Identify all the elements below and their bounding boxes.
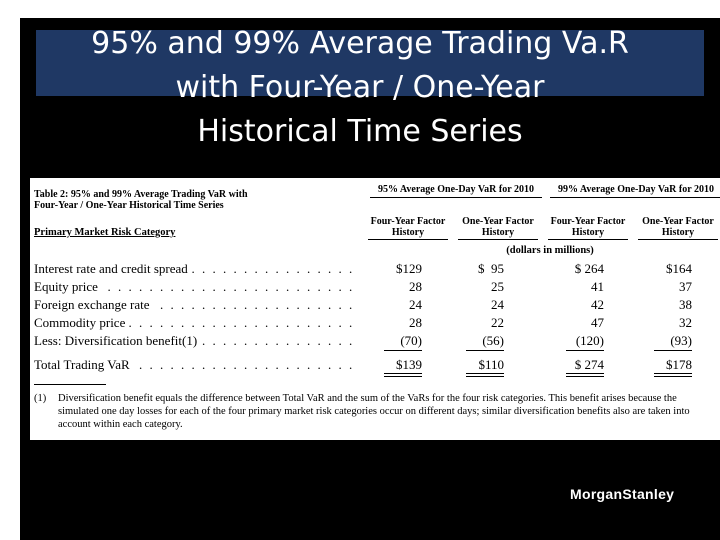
value-cell: 25 xyxy=(491,279,504,294)
total-double-rule xyxy=(384,373,422,377)
row-label-text: Commodity price xyxy=(34,315,130,330)
row-label: Less: Diversification benefit(1) xyxy=(34,332,364,350)
slide-title-line-1: 95% and 99% Average Trading Va.R xyxy=(91,26,629,61)
morgan-stanley-logo: MorganStanley xyxy=(570,486,675,502)
subtotal-rule xyxy=(466,350,504,351)
total-double-rule xyxy=(566,373,604,377)
total-double-rule xyxy=(466,373,504,377)
row-label: Interest rate and credit spread xyxy=(34,260,364,278)
table-row: . . . . . . . . . . . . . . . . . . . . … xyxy=(30,278,720,296)
value-cell: 47 xyxy=(591,315,604,330)
row-label: Foreign exchange rate xyxy=(34,296,364,314)
group-header-95: 95% Average One-Day VaR for 2010 xyxy=(370,184,542,198)
table-row: . . . . . . . . . . . . . . . . . . . . … xyxy=(30,314,720,332)
value-cell: 24 xyxy=(409,297,422,312)
group-header-99: 99% Average One-Day VaR for 2010 xyxy=(550,184,720,198)
row-label-text: Equity price xyxy=(34,279,102,294)
row-label-text: Interest rate and credit spread xyxy=(34,261,192,276)
row-leader-dots: . . . . . . . . . . . . . . . . . . . . … xyxy=(34,279,356,294)
value-cell: (70) xyxy=(400,333,422,348)
value-cell: $ 264 xyxy=(574,261,604,276)
value-cell: $ 95 xyxy=(478,261,504,276)
value-cell: $ 274 xyxy=(574,357,604,372)
col-header-95-four-year: Four-Year Factor History xyxy=(368,216,448,240)
slide-title: 95% and 99% Average Trading Va.R with Fo… xyxy=(20,22,700,154)
subtotal-rule xyxy=(384,350,422,351)
value-cell: 28 xyxy=(409,279,422,294)
footnote-mark: (1) xyxy=(34,393,47,404)
value-cell: 38 xyxy=(679,297,692,312)
var-table-image: Table 2: 95% and 99% Average Trading VaR… xyxy=(30,178,720,440)
value-cell: 42 xyxy=(591,297,604,312)
table-row: . . . . . . . . . . . . . . . . . . . . … xyxy=(30,332,720,350)
value-cell: $164 xyxy=(666,261,692,276)
total-double-rule xyxy=(654,373,692,377)
slide-title-line-2: with Four-Year / One-Year xyxy=(175,70,545,105)
row-label: Equity price xyxy=(34,278,364,296)
subtotal-rule xyxy=(654,350,692,351)
value-cell: (93) xyxy=(670,333,692,348)
value-cell: 41 xyxy=(591,279,604,294)
footnote-rule xyxy=(34,384,106,385)
value-cell: 22 xyxy=(491,315,504,330)
value-cell: $178 xyxy=(666,357,692,372)
units-label: (dollars in millions) xyxy=(506,245,594,256)
value-cell: 24 xyxy=(491,297,504,312)
row-label-text: Foreign exchange rate xyxy=(34,297,154,312)
table-row: . . . . . . . . . . . . . . . . . . . . … xyxy=(30,260,720,278)
value-cell: 28 xyxy=(409,315,422,330)
value-cell: 32 xyxy=(679,315,692,330)
row-label: Total Trading VaR xyxy=(34,356,364,374)
row-label-text: Less: Diversification benefit(1) xyxy=(34,333,202,348)
value-cell: $129 xyxy=(396,261,422,276)
value-cell: (120) xyxy=(575,333,604,348)
table-row: . . . . . . . . . . . . . . . . . . . . … xyxy=(30,356,720,374)
table-caption-line-1: Table 2: 95% and 99% Average Trading VaR… xyxy=(34,189,248,200)
row-label-text: Total Trading VaR xyxy=(34,357,134,372)
table-caption-line-2: Four-Year / One-Year Historical Time Ser… xyxy=(34,200,224,211)
row-label: Commodity price xyxy=(34,314,364,332)
col-header-99-four-year: Four-Year Factor History xyxy=(548,216,628,240)
value-cell: $110 xyxy=(478,357,504,372)
value-cell: 37 xyxy=(679,279,692,294)
slide-title-line-3: Historical Time Series xyxy=(197,114,523,149)
table-row: . . . . . . . . . . . . . . . . . . . . … xyxy=(30,296,720,314)
subtotal-rule xyxy=(566,350,604,351)
category-header: Primary Market Risk Category xyxy=(34,227,176,238)
col-header-99-one-year: One-Year Factor History xyxy=(638,216,718,240)
col-header-95-one-year: One-Year Factor History xyxy=(458,216,538,240)
value-cell: (56) xyxy=(482,333,504,348)
title-band xyxy=(36,30,704,96)
footnote-text: Diversification benefit equals the diffe… xyxy=(58,393,690,430)
table-caption: Table 2: 95% and 99% Average Trading VaR… xyxy=(34,189,334,211)
value-cell: $139 xyxy=(396,357,422,372)
